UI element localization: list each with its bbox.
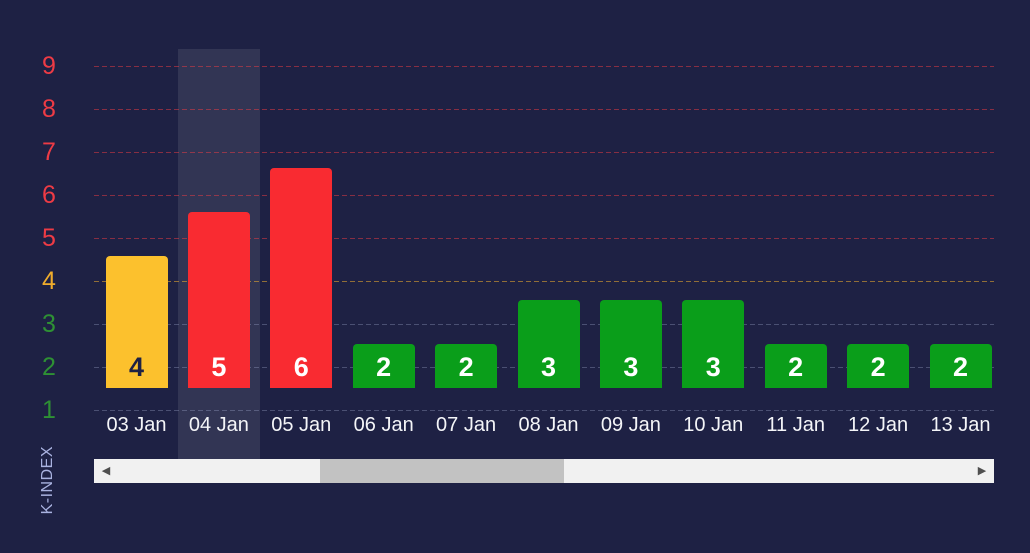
y-tick-label-2: 2: [42, 353, 56, 381]
gridline-4: [94, 281, 994, 282]
y-tick-label-3: 3: [42, 310, 56, 338]
bar-value-label: 2: [952, 352, 969, 382]
x-tick-label-08-jan: 08 Jan: [518, 414, 579, 436]
bar-11-jan[interactable]: 2: [764, 344, 827, 388]
gridline-9: [94, 66, 994, 67]
horizontal-scrollbar[interactable]: ◀ ▶: [94, 459, 994, 483]
bar-08-jan[interactable]: 3: [517, 300, 580, 388]
y-tick-label-8: 8: [42, 95, 56, 123]
bar-value-label: 5: [211, 352, 227, 382]
x-tick-label-13-jan: 13 Jan: [930, 414, 991, 436]
bar-value-label: 3: [705, 352, 721, 382]
x-tick-label-11-jan: 11 Jan: [766, 414, 825, 436]
x-tick-label-04-jan: 04 Jan: [188, 414, 249, 436]
y-tick-label-5: 5: [42, 224, 56, 252]
bar-value-label: 2: [376, 352, 392, 382]
y-tick-label-7: 7: [42, 138, 56, 166]
x-tick-label-05-jan: 05 Jan: [271, 414, 332, 436]
bar-value-label: 3: [540, 352, 557, 382]
bar-value-label: 4: [128, 352, 145, 382]
bar-06-jan[interactable]: 2: [352, 344, 415, 388]
y-tick-label-6: 6: [42, 181, 56, 209]
bar-09-jan[interactable]: 3: [599, 300, 662, 388]
x-tick-label-07-jan: 07 Jan: [436, 414, 497, 436]
bar-value-label: 6: [293, 352, 309, 382]
gridline-6: [94, 195, 994, 196]
bar-13-jan[interactable]: 2: [929, 344, 992, 388]
x-tick-label-09-jan: 09 Jan: [600, 414, 661, 436]
scroll-right-arrow-icon[interactable]: ▶: [977, 464, 987, 477]
bar-value-label: 2: [870, 352, 886, 382]
gridline-1: [94, 410, 994, 411]
y-tick-label-9: 9: [42, 52, 56, 80]
x-tick-label-12-jan: 12 Jan: [848, 414, 909, 436]
y-tick-label-1: 1: [42, 396, 56, 424]
gridline-5: [94, 238, 994, 239]
bar-04-jan[interactable]: 5: [187, 212, 250, 388]
y-axis-title-text: K-INDEX: [39, 445, 56, 515]
bar-10-jan[interactable]: 3: [682, 300, 745, 388]
gridline-7: [94, 152, 994, 153]
bar-07-jan[interactable]: 2: [435, 344, 498, 388]
bar-value-label: 2: [788, 352, 804, 382]
gridline-8: [94, 109, 994, 110]
bar-12-jan[interactable]: 2: [847, 344, 910, 388]
y-tick-label-4: 4: [42, 267, 56, 295]
scroll-left-arrow-icon[interactable]: ◀: [101, 464, 111, 477]
bar-value-label: 3: [623, 352, 639, 382]
bar-value-label: 2: [458, 352, 474, 382]
scrollbar-thumb[interactable]: [320, 459, 564, 483]
bar-03-jan[interactable]: 4: [105, 256, 168, 388]
y-axis-title: K-INDEX: [28, 432, 68, 528]
x-tick-label-03-jan: 03 Jan: [106, 414, 167, 436]
bar-05-jan[interactable]: 6: [270, 168, 333, 388]
x-tick-label-10-jan: 10 Jan: [683, 414, 744, 436]
x-tick-label-06-jan: 06 Jan: [353, 414, 414, 436]
